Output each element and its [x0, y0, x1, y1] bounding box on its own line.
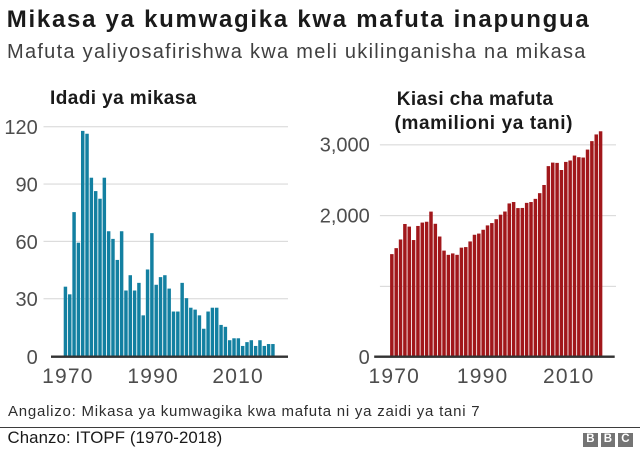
- svg-text:0: 0: [27, 347, 38, 369]
- svg-text:30: 30: [16, 289, 38, 311]
- svg-text:2010: 2010: [543, 365, 595, 388]
- svg-text:0: 0: [359, 347, 370, 369]
- svg-text:1990: 1990: [127, 365, 179, 388]
- svg-text:60: 60: [16, 232, 38, 254]
- svg-text:90: 90: [16, 175, 38, 197]
- svg-text:2010: 2010: [212, 365, 264, 388]
- svg-text:1970: 1970: [369, 365, 421, 388]
- svg-text:1970: 1970: [42, 365, 94, 388]
- svg-text:2,000: 2,000: [320, 205, 370, 227]
- svg-text:1990: 1990: [457, 365, 509, 388]
- svg-text:3,000: 3,000: [320, 135, 370, 157]
- svg-text:120: 120: [4, 117, 37, 139]
